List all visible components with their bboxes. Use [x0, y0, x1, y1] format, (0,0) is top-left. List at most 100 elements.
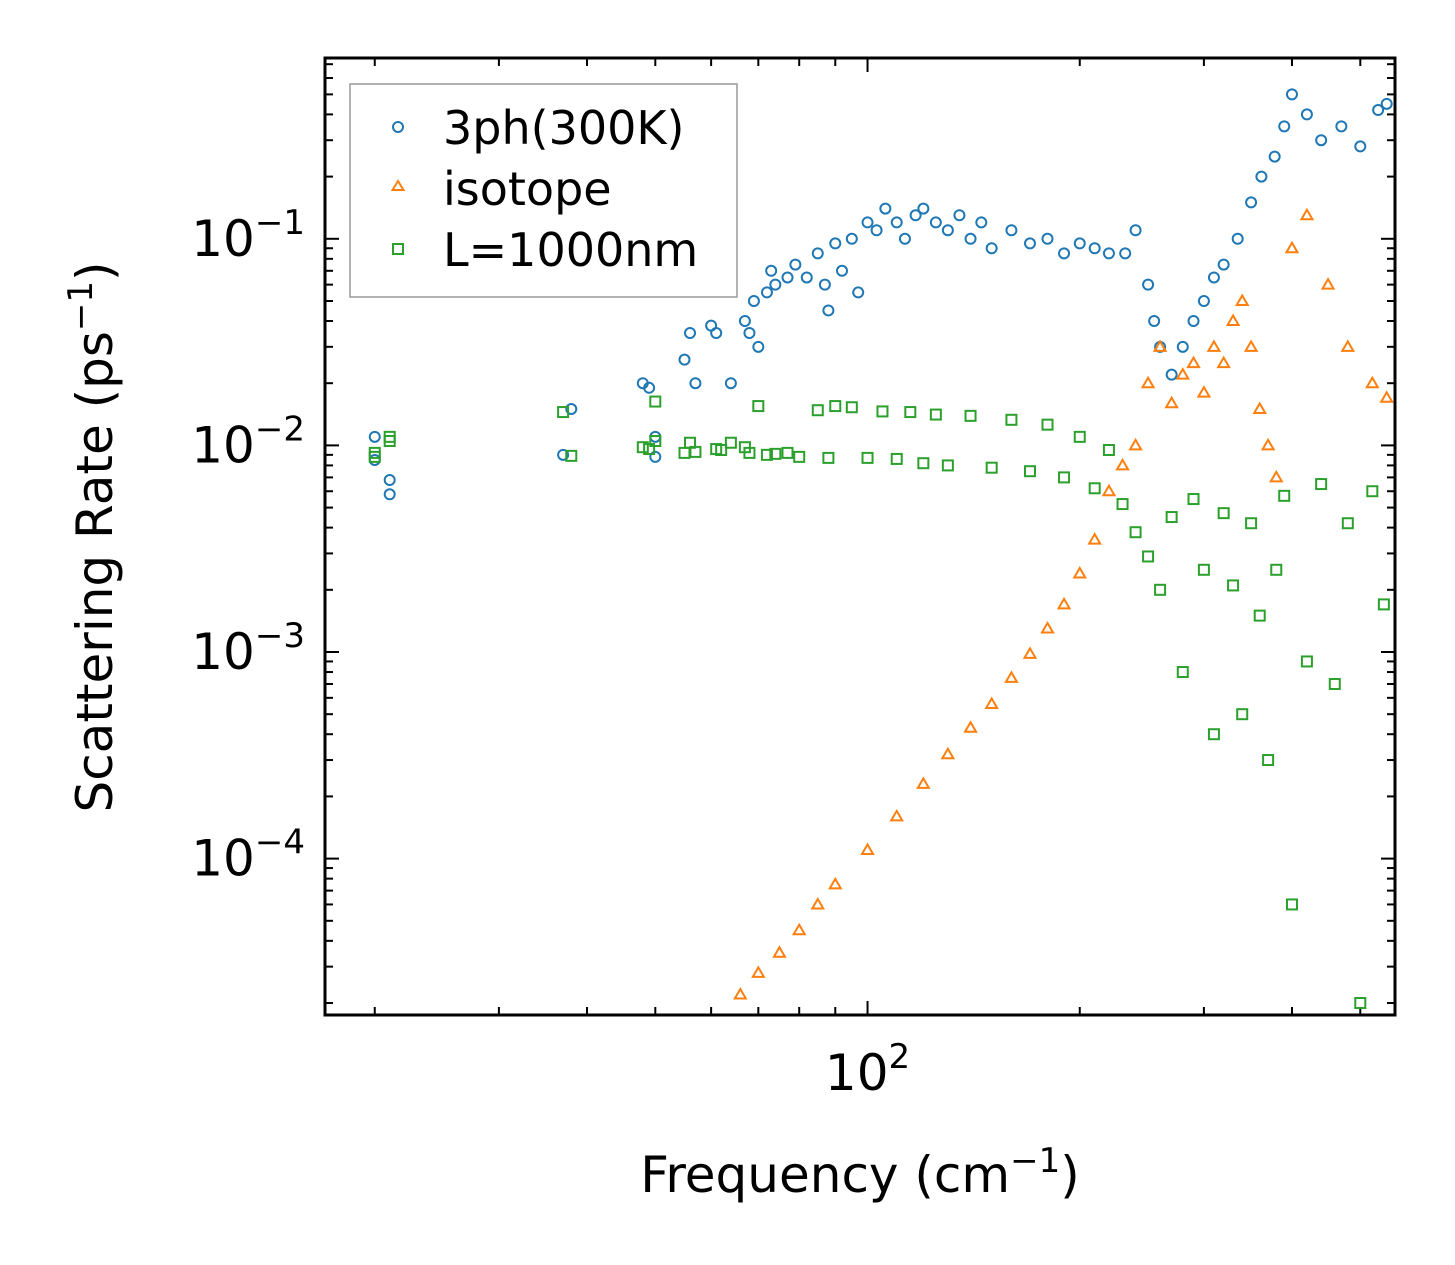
data-point: [822, 304, 835, 317]
data-point: [953, 209, 966, 222]
legend-label-3ph: 3ph(300K): [443, 101, 684, 155]
data-point: [1197, 563, 1210, 576]
y-tick-labels: 10−110−210−310−4: [191, 203, 305, 888]
data-point: [752, 340, 765, 353]
data-point: [963, 720, 978, 733]
data-point: [985, 461, 998, 474]
data-point: [1142, 278, 1155, 291]
data-point: [760, 448, 773, 461]
data-point: [1207, 728, 1220, 741]
series-0: [368, 88, 1393, 501]
data-point: [1245, 517, 1258, 530]
x-axis-label: Frequency (cm−1): [640, 1141, 1080, 1204]
data-point: [765, 264, 778, 277]
series-1: [733, 207, 1394, 1000]
x-tick-label: 102: [825, 1037, 910, 1102]
data-point: [1207, 271, 1220, 284]
data-point: [941, 224, 954, 237]
data-point: [1102, 443, 1115, 456]
data-point: [1227, 579, 1240, 592]
data-point: [904, 406, 917, 419]
legend-label-boundary: L=1000nm: [443, 223, 698, 277]
data-point: [909, 209, 922, 222]
data-point: [789, 258, 802, 271]
data-point: [876, 405, 889, 418]
data-point: [1380, 97, 1393, 110]
data-point: [733, 986, 748, 1000]
data-point: [724, 436, 737, 449]
data-point: [1335, 120, 1348, 133]
data-point: [769, 278, 782, 291]
data-point: [565, 449, 578, 462]
data-point: [557, 448, 570, 461]
legend-marker-circle-icon: [392, 121, 404, 133]
legend-label-isotope: isotope: [443, 162, 612, 216]
data-point: [1142, 550, 1155, 563]
data-point: [845, 401, 858, 414]
data-point: [940, 746, 956, 760]
data-point: [1245, 196, 1258, 209]
data-point: [1377, 598, 1390, 611]
data-point: [1152, 339, 1168, 352]
y-tick-label: 10−1: [191, 203, 305, 268]
data-point: [1253, 609, 1266, 622]
data-point: [636, 441, 649, 454]
data-point: [861, 451, 874, 464]
data-point: [1073, 237, 1086, 250]
data-point: [1187, 315, 1200, 328]
data-point: [1165, 511, 1178, 524]
data-point: [1129, 224, 1142, 237]
data-point: [368, 453, 381, 466]
data-point: [1300, 108, 1313, 121]
data-point: [1217, 258, 1230, 271]
data-point: [1341, 517, 1354, 530]
data-point: [383, 474, 396, 487]
data-point: [1088, 242, 1101, 255]
data-point: [964, 232, 977, 245]
data-point: [941, 459, 954, 472]
data-point: [1140, 375, 1156, 389]
y-tick-exp: −2: [255, 409, 305, 449]
data-point: [1088, 482, 1101, 495]
data-point: [649, 450, 662, 463]
data-point: [1041, 232, 1054, 245]
y-tick-base: 10: [191, 830, 255, 888]
data-point: [898, 232, 911, 245]
data-point: [1056, 596, 1072, 610]
data-point: [1197, 294, 1210, 307]
data-point: [1315, 134, 1328, 147]
data-point: [684, 326, 697, 339]
data-point: [557, 406, 570, 419]
data-point: [800, 271, 813, 284]
data-point: [829, 400, 842, 413]
data-point: [678, 446, 691, 459]
data-point: [1101, 483, 1117, 497]
data-point: [1206, 339, 1222, 352]
data-point: [818, 278, 831, 291]
y-tick-exp: −1: [255, 203, 305, 243]
data-point: [781, 271, 794, 284]
data-point: [715, 443, 728, 456]
data-point: [836, 264, 849, 277]
data-point: [975, 216, 988, 229]
y-axis-label: Scattering Rate (ps−1): [61, 261, 124, 812]
x-tick-labels: 102: [825, 1037, 910, 1102]
data-point: [929, 216, 942, 229]
data-point: [829, 237, 842, 250]
data-point: [845, 232, 858, 245]
data-point: [1176, 666, 1189, 679]
data-point: [917, 202, 930, 215]
data-point: [368, 430, 381, 443]
data-point: [1270, 563, 1283, 576]
data-point: [643, 381, 656, 394]
data-point: [743, 326, 756, 339]
data-point: [890, 216, 903, 229]
data-point: [1340, 339, 1356, 352]
data-point: [678, 353, 691, 366]
data-point: [1072, 565, 1087, 579]
data-point: [383, 435, 396, 448]
y-tick-label: 10−3: [191, 616, 305, 681]
data-point: [1005, 413, 1018, 426]
data-point: [1366, 485, 1379, 498]
y-tick-exp: −3: [255, 616, 305, 656]
